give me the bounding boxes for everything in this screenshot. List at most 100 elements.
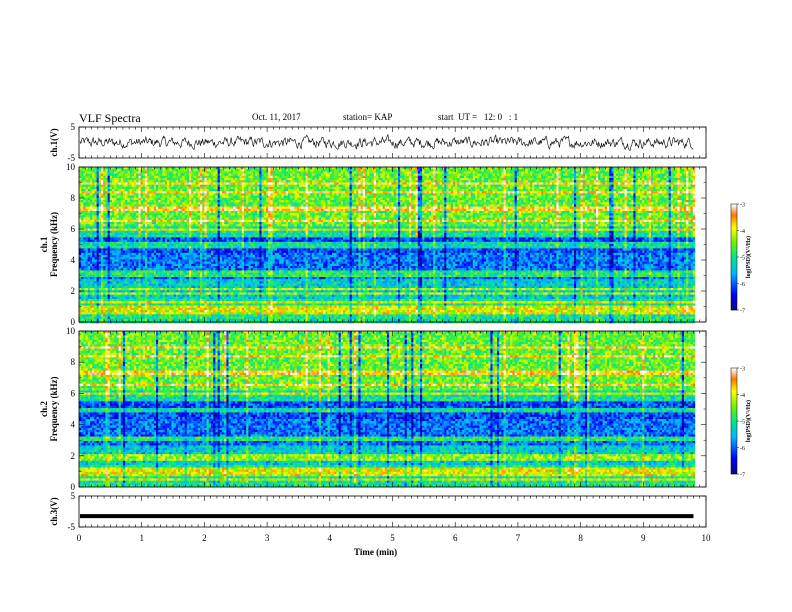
spectrogram-cell [108, 220, 110, 222]
spectrogram-cell [90, 224, 92, 226]
spectrogram-cell [88, 255, 90, 257]
spectrogram-cell [81, 211, 83, 213]
spectrogram-cell [94, 270, 96, 272]
spectrogram-cell [101, 279, 103, 281]
spectrogram-cell [94, 200, 96, 202]
spectrogram-cell [94, 277, 96, 279]
spectrogram-cell [94, 196, 96, 198]
spectrogram-cell [81, 264, 83, 266]
spectrogram-cell [83, 268, 85, 270]
spectrogram-cell [83, 213, 85, 215]
spectrogram-cell [103, 277, 105, 279]
spectrogram-cell [81, 317, 83, 319]
spectrogram-cell [94, 242, 96, 244]
spectrogram-cell [92, 279, 94, 281]
spectrogram-cell [99, 200, 101, 202]
spectrogram-cell [101, 231, 103, 233]
spectrogram-cell [86, 207, 88, 209]
spectrogram-cell [88, 215, 90, 217]
spectrogram-cell [99, 297, 101, 299]
spectrogram-cell [105, 207, 107, 209]
spectrogram-cell [108, 235, 110, 237]
spectrogram-cell [108, 204, 110, 206]
spectrogram-cell [105, 178, 107, 180]
spectrogram-cell [92, 176, 94, 178]
spectrogram-cell [94, 215, 96, 217]
spectrogram-cell [105, 279, 107, 281]
spectrogram-cell [88, 235, 90, 237]
spectrogram-cell [103, 284, 105, 286]
spectrogram-cell [105, 198, 107, 200]
spectrogram-cell [86, 237, 88, 239]
spectrogram-cell [103, 248, 105, 250]
spectrogram-cell [92, 215, 94, 217]
spectrogram-cell [103, 303, 105, 305]
spectrogram-cell [108, 187, 110, 189]
spectrogram-cell [83, 246, 85, 248]
spectrogram-cell [99, 213, 101, 215]
y-axis-label: ch.1(V) [49, 128, 59, 156]
spectrogram-cell [94, 286, 96, 288]
spectrogram-cell [81, 174, 83, 176]
spectrogram-cell [94, 204, 96, 206]
spectrogram-cell [94, 231, 96, 233]
spectrogram-cell [86, 174, 88, 176]
spectrogram-cell [83, 288, 85, 290]
spectrogram-cell [101, 246, 103, 248]
spectrogram-cell [86, 246, 88, 248]
spectrogram-cell [81, 222, 83, 224]
spectrogram-cell [108, 310, 110, 312]
spectrogram-cell [105, 220, 107, 222]
spectrogram-cell [90, 222, 92, 224]
spectrogram-cell [94, 259, 96, 261]
spectrogram-cell [108, 314, 110, 316]
spectrogram-cell [108, 213, 110, 215]
spectrogram-cell [92, 270, 94, 272]
spectrogram-cell [83, 231, 85, 233]
spectrogram-cell [90, 220, 92, 222]
spectrogram-cell [88, 314, 90, 316]
spectrogram-cell [101, 251, 103, 253]
spectrogram-cell [94, 314, 96, 316]
spectrogram-cell [108, 306, 110, 308]
spectrogram-cell [105, 202, 107, 204]
spectrogram-cell [108, 233, 110, 235]
spectrogram-cell [88, 171, 90, 173]
spectrogram-cell [81, 266, 83, 268]
spectrogram-cell [92, 319, 94, 321]
spectrogram-cell [103, 286, 105, 288]
spectrogram-cell [88, 301, 90, 303]
spectrogram-cell [86, 220, 88, 222]
spectrogram-cell [101, 189, 103, 191]
spectrogram-cell [86, 281, 88, 283]
spectrogram-cell [97, 231, 99, 233]
spectrogram-cell [86, 253, 88, 255]
spectrogram-cell [81, 314, 83, 316]
spectrogram-cell [90, 191, 92, 193]
spectrogram-cell [83, 314, 85, 316]
spectrogram-cell [86, 292, 88, 294]
spectrogram-cell [83, 308, 85, 310]
spectrogram-cell [105, 213, 107, 215]
spectrogram-cell [108, 248, 110, 250]
spectrogram-cell [105, 171, 107, 173]
spectrogram-cell [86, 297, 88, 299]
spectrogram-cell [101, 317, 103, 319]
spectrogram-cell [83, 286, 85, 288]
spectrogram-cell [86, 231, 88, 233]
spectrogram-cell [81, 255, 83, 257]
spectrogram-cell [83, 266, 85, 268]
spectrogram-cell [110, 178, 112, 180]
spectrogram-cell [86, 235, 88, 237]
spectrogram-cell [86, 319, 88, 321]
spectrogram-cell [88, 246, 90, 248]
spectrogram-cell [97, 207, 99, 209]
spectrogram-cell [92, 237, 94, 239]
spectrogram-cell [90, 312, 92, 314]
spectrogram-cell [94, 182, 96, 184]
spectrogram-cell [99, 284, 101, 286]
spectrogram-cell [90, 288, 92, 290]
spectrogram-cell [97, 246, 99, 248]
spectrogram-cell [101, 229, 103, 231]
spectrogram-cell [108, 275, 110, 277]
